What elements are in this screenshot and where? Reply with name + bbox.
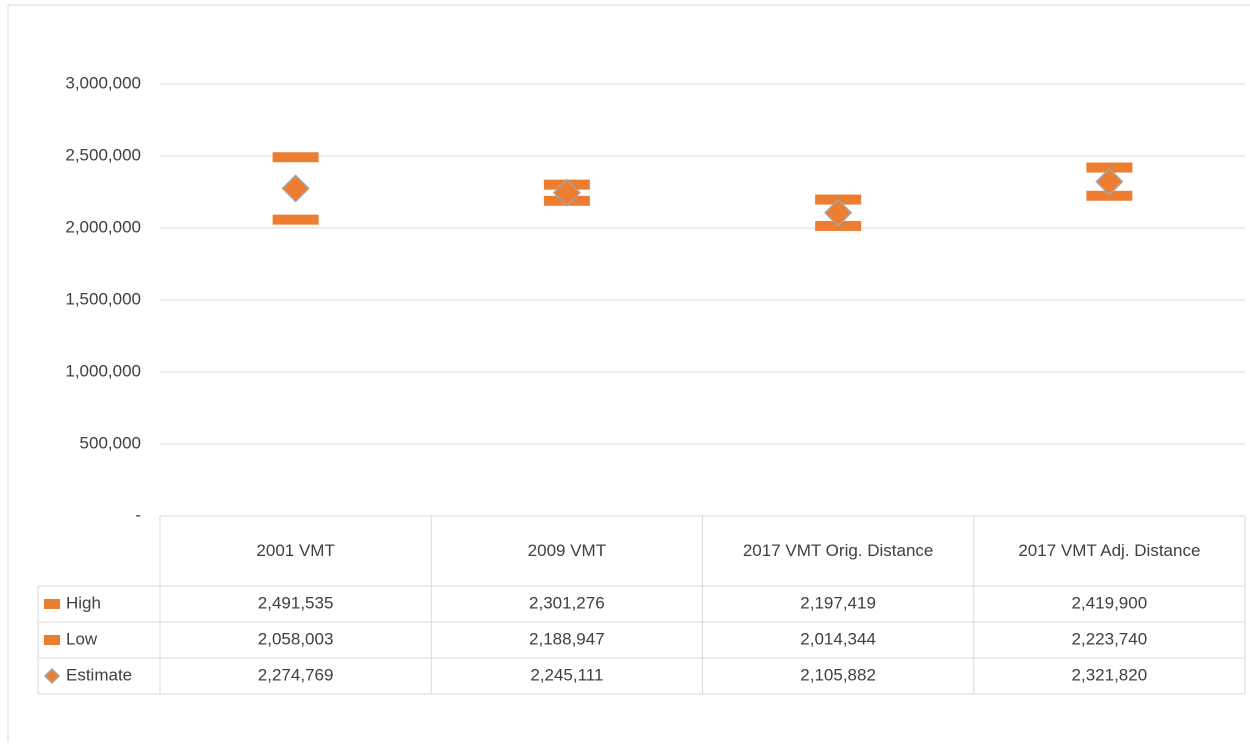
table-value: 2,105,882	[800, 665, 876, 684]
estimate-marker	[552, 178, 581, 207]
estimate-marker	[1095, 167, 1124, 196]
table-value: 2,301,276	[529, 593, 605, 612]
y-tick-label: -	[135, 505, 141, 524]
table-value: 2,058,003	[258, 629, 334, 648]
x-tick-label: 2017 VMT Adj. Distance	[1018, 540, 1201, 560]
category-cell: 2009 VMT	[527, 540, 607, 560]
x-tick-label: 2001 VMT	[256, 540, 335, 560]
category-cell: 2001 VMT	[256, 540, 335, 560]
range-marker	[272, 214, 319, 225]
legend-key	[44, 599, 60, 609]
estimate-marker	[824, 198, 853, 227]
table-value: 2,321,820	[1072, 665, 1148, 684]
legend-label: Low	[66, 629, 98, 648]
estimate-marker	[281, 174, 310, 203]
range-marker	[1086, 190, 1133, 201]
y-tick-label: 1,000,000	[65, 361, 141, 380]
range-marker	[1086, 162, 1133, 173]
legend-key	[44, 635, 60, 645]
category-cell: 2017 VMT Orig. Distance	[742, 540, 934, 560]
x-tick-label: 2009 VMT	[527, 540, 607, 560]
category-cell: 2017 VMT Adj. Distance	[1018, 540, 1201, 560]
y-tick-label: 2,000,000	[65, 217, 141, 236]
x-tick-label: 2017 VMT Orig. Distance	[742, 540, 934, 560]
legend-label: High	[66, 593, 101, 612]
table-value: 2,274,769	[258, 665, 334, 684]
table-value: 2,245,111	[530, 665, 603, 684]
range-marker	[272, 152, 319, 163]
table-value: 2,419,900	[1072, 593, 1148, 612]
y-tick-label: 500,000	[80, 433, 141, 452]
y-tick-label: 2,500,000	[65, 145, 141, 164]
legend-label: Estimate	[66, 665, 132, 684]
table-value: 2,491,535	[258, 593, 334, 612]
table-value: 2,188,947	[529, 629, 605, 648]
legend-key	[43, 667, 61, 685]
table-value: 2,223,740	[1072, 629, 1148, 648]
table-value: 2,197,419	[800, 593, 876, 612]
y-tick-label: 3,000,000	[65, 73, 141, 92]
table-value: 2,014,344	[800, 629, 876, 648]
y-tick-label: 1,500,000	[65, 289, 141, 308]
